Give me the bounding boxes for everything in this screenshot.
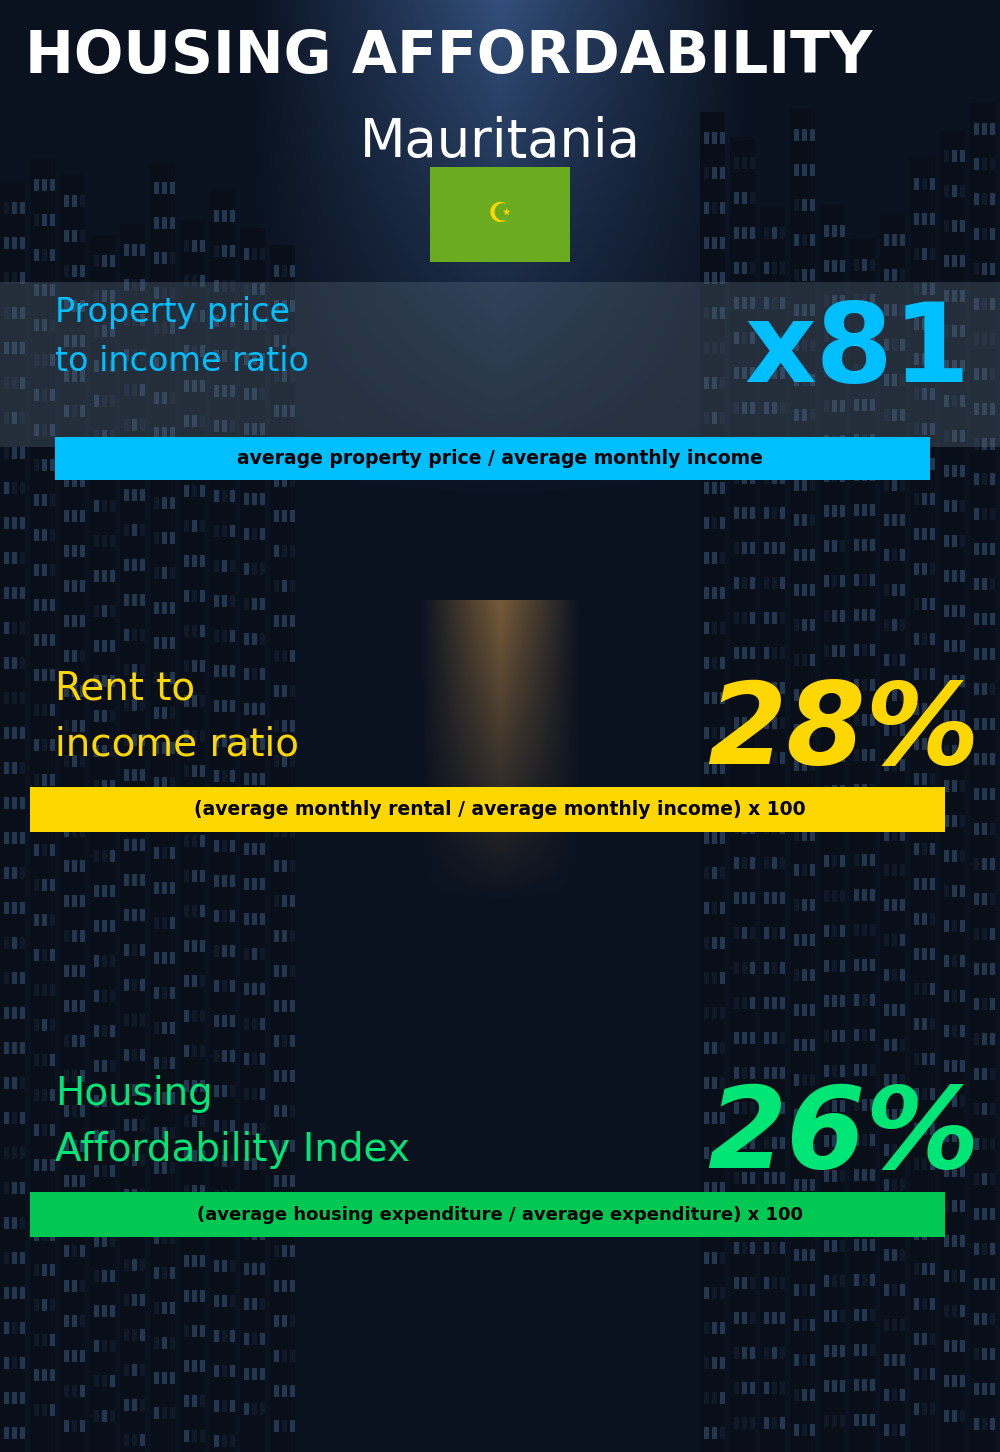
Text: 26%: 26% — [707, 1082, 980, 1192]
Text: x81: x81 — [744, 299, 970, 405]
FancyBboxPatch shape — [55, 437, 930, 481]
FancyBboxPatch shape — [0, 282, 1000, 447]
Text: average property price / average monthly income: average property price / average monthly… — [237, 449, 763, 468]
Text: (average monthly rental / average monthly income) x 100: (average monthly rental / average monthl… — [194, 800, 806, 819]
Text: HOUSING AFFORDABILITY: HOUSING AFFORDABILITY — [25, 29, 872, 86]
FancyBboxPatch shape — [30, 1192, 945, 1237]
Text: Rent to
income ratio: Rent to income ratio — [55, 669, 299, 764]
Text: Mauritania: Mauritania — [360, 116, 640, 168]
FancyBboxPatch shape — [430, 167, 570, 261]
Text: ☪: ☪ — [488, 200, 512, 228]
Text: (average housing expenditure / average expenditure) x 100: (average housing expenditure / average e… — [197, 1205, 803, 1224]
FancyBboxPatch shape — [30, 787, 945, 832]
Text: Property price
to income ratio: Property price to income ratio — [55, 296, 309, 378]
Text: Housing
Affordability Index: Housing Affordability Index — [55, 1074, 410, 1169]
Text: 28%: 28% — [707, 677, 980, 787]
